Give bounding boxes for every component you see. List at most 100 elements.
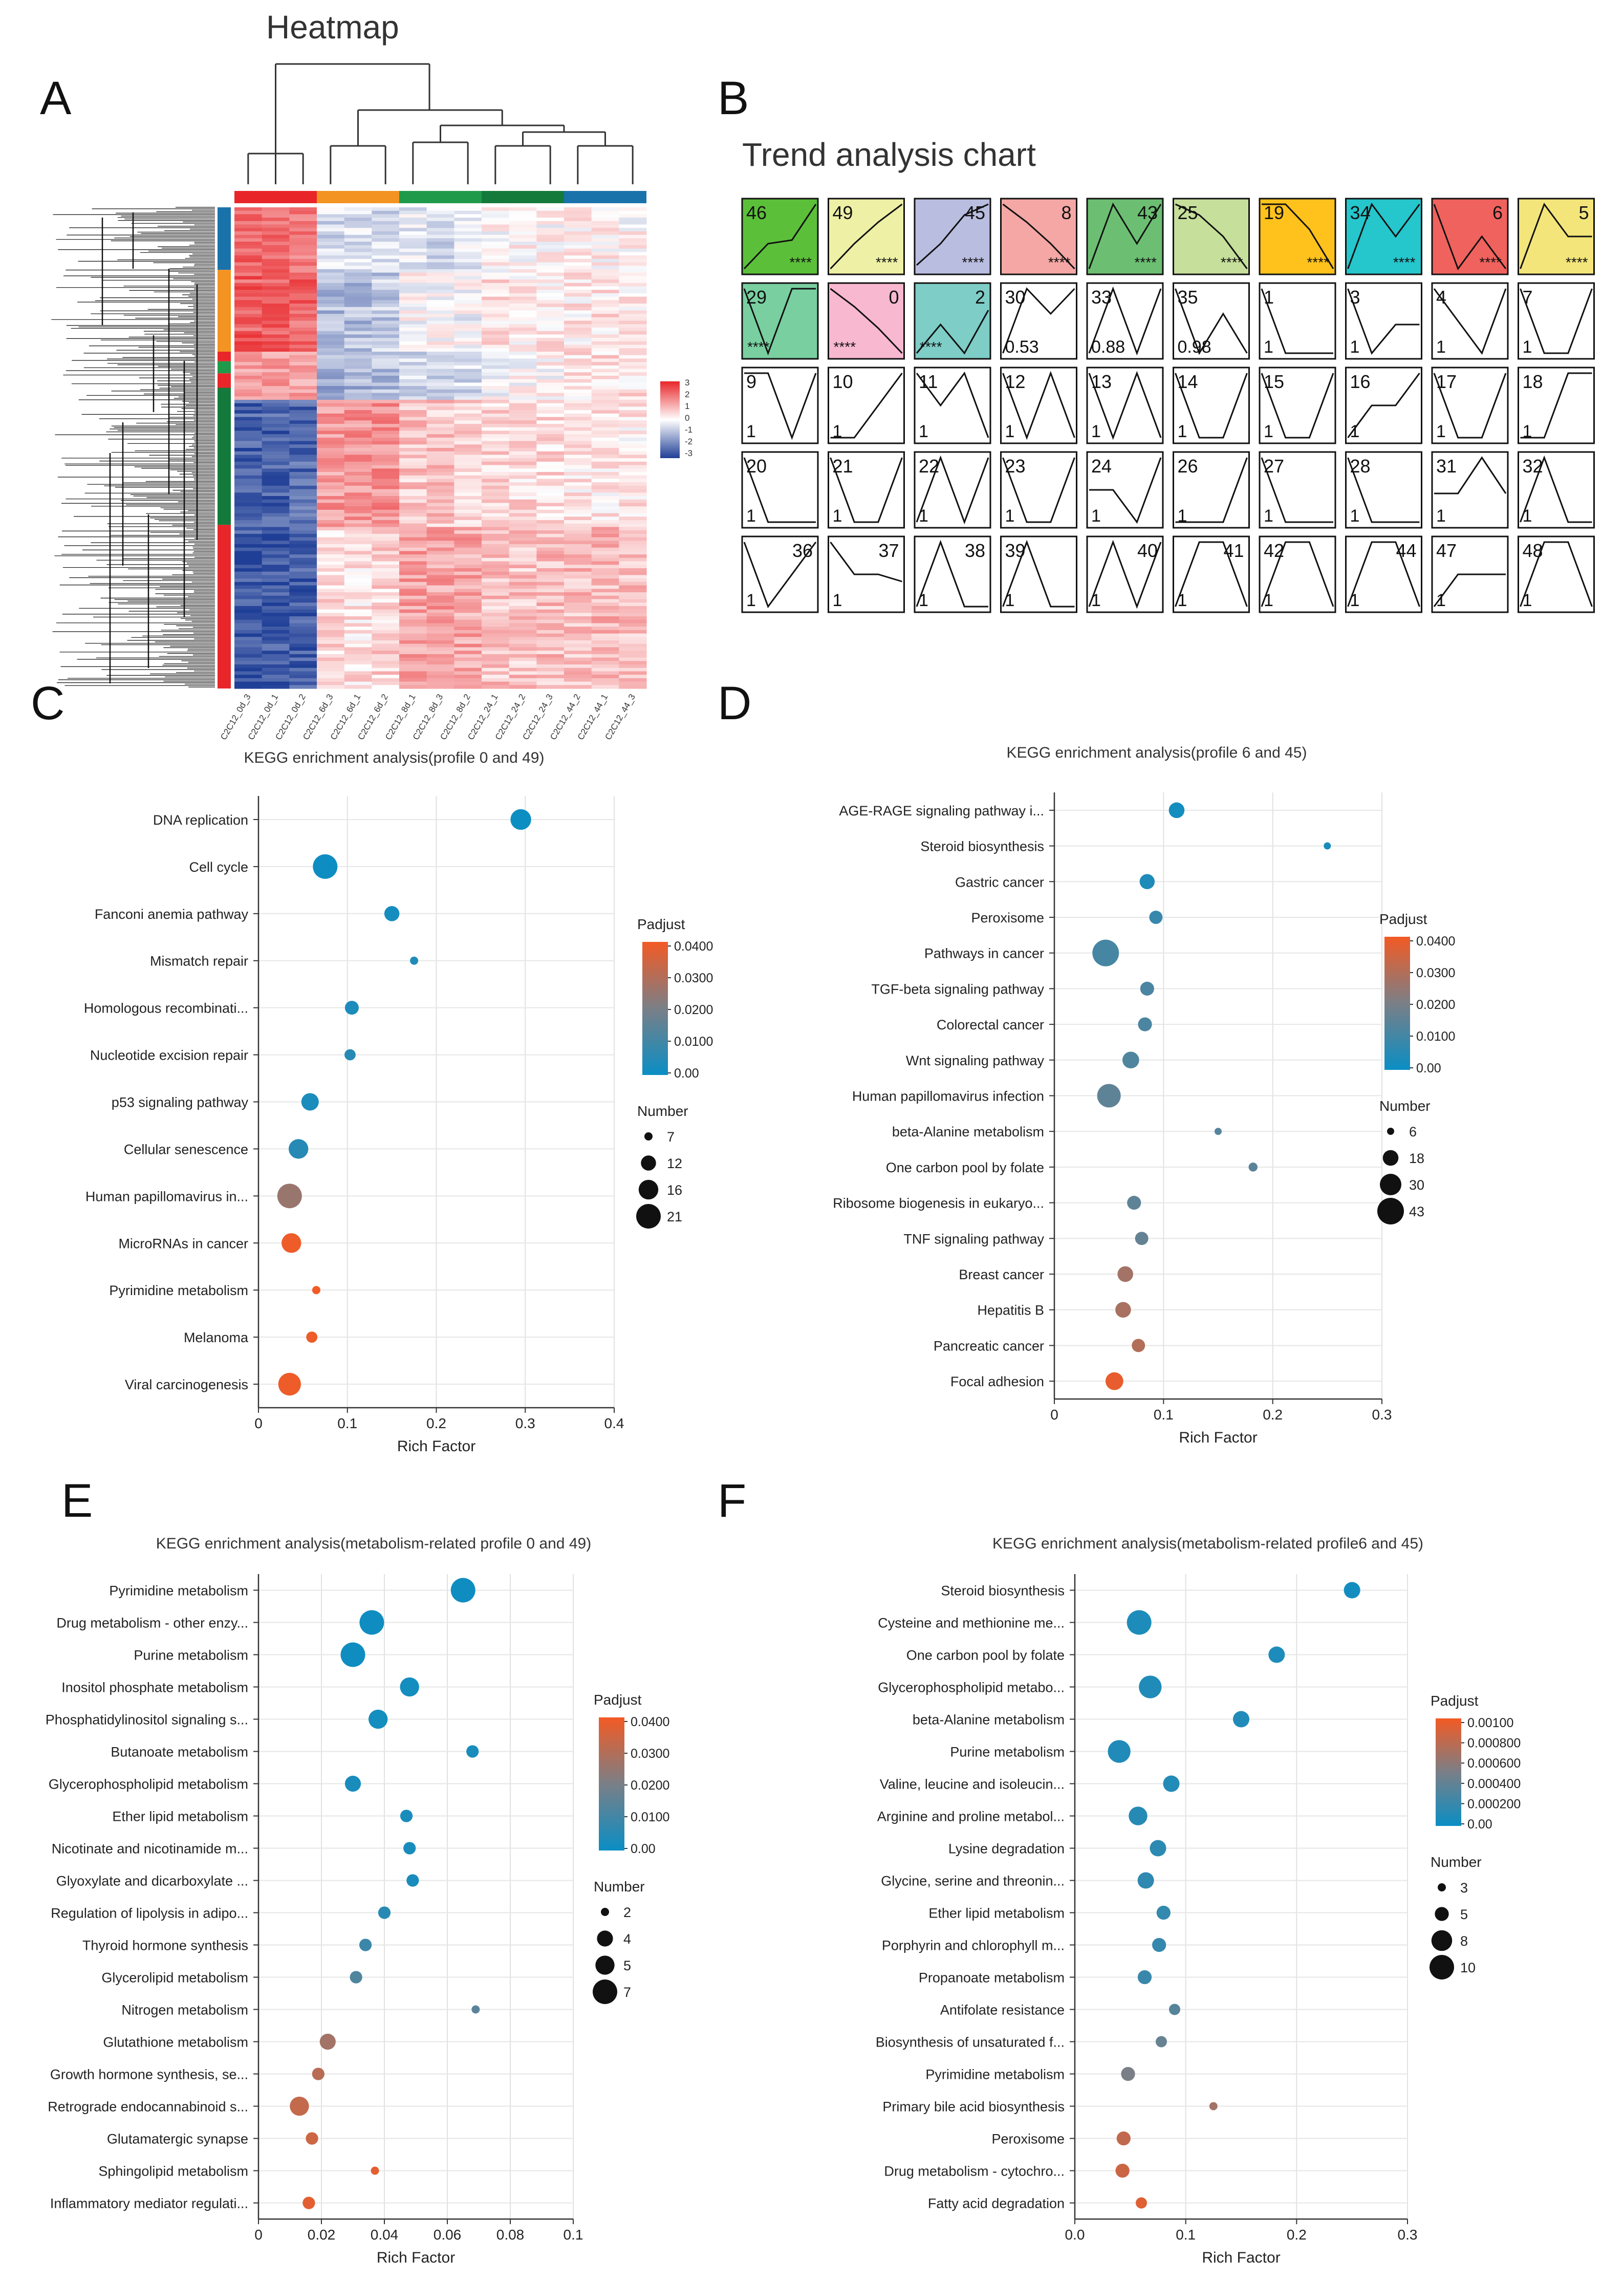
group-bar-3 <box>482 191 564 203</box>
heatmap-cell <box>482 592 510 596</box>
heatmap-cell <box>509 455 537 459</box>
heatmap-cell <box>619 468 647 472</box>
heatmap-cell <box>317 681 345 685</box>
heatmap-cell <box>591 262 619 266</box>
heatmap-cell <box>564 533 592 538</box>
heatmap-cell <box>399 482 427 486</box>
heatmap-cell <box>234 290 263 294</box>
heatmap-cell <box>482 602 510 607</box>
heatmap-cell <box>454 623 482 627</box>
trend-line <box>916 310 989 355</box>
heatmap-cell <box>372 465 400 469</box>
heatmap-cell <box>509 307 537 311</box>
heatmap-cell <box>619 619 647 624</box>
heatmap-cell <box>317 527 345 531</box>
heatmap-cell <box>536 602 565 607</box>
trend-profile-45: 45**** <box>914 198 991 275</box>
trend-line <box>830 457 903 523</box>
heatmap-cell <box>372 245 400 249</box>
trend-profile-1: 11 <box>1259 282 1336 360</box>
heatmap-cell <box>564 554 592 558</box>
heatmap-cell <box>536 424 565 428</box>
heatmap-cell <box>372 272 400 276</box>
heatmap-cell <box>289 437 317 442</box>
heatmap-cell <box>289 369 317 373</box>
heatmap-cell <box>619 506 647 510</box>
heatmap-cell <box>591 472 619 476</box>
heatmap-cell <box>262 420 290 424</box>
heatmap-cell <box>509 296 537 300</box>
heatmap-cell <box>289 210 317 215</box>
heatmap-cell <box>536 296 565 300</box>
heatmap-cell <box>591 661 619 665</box>
heatmap-cell <box>399 661 427 665</box>
heatmap-cell <box>426 640 454 644</box>
heatmap-cell <box>426 296 454 300</box>
heatmap-cell <box>454 657 482 661</box>
heatmap-cell <box>564 623 592 627</box>
heatmap-cell <box>564 616 592 620</box>
heatmap-cell <box>454 396 482 400</box>
heatmap-cell <box>509 320 537 325</box>
color-legend-label: 0.00 <box>1416 1061 1441 1075</box>
heatmap-cell <box>454 602 482 607</box>
heatmap-cell <box>344 341 372 346</box>
trend-id: 35 <box>1178 287 1198 308</box>
column-dendrogram <box>247 63 634 184</box>
heatmap-cell <box>591 269 619 273</box>
heatmap-cell <box>234 221 263 225</box>
heatmap-cell <box>509 489 537 493</box>
heatmap-cell <box>619 541 647 545</box>
heatmap-cell <box>344 242 372 246</box>
heatmap-cell <box>482 647 510 651</box>
heatmap-cell <box>317 307 345 311</box>
heatmap-cell <box>536 609 565 613</box>
heatmap-cell <box>372 214 400 218</box>
heatmap-cell <box>454 647 482 651</box>
heatmap-cell <box>317 228 345 232</box>
heatmap-cell <box>564 547 592 552</box>
heatmap-cell <box>619 441 647 445</box>
heatmap-cell <box>509 458 537 462</box>
heatmap-cell <box>289 290 317 294</box>
term-label: One carbon pool by folate <box>886 1160 1044 1175</box>
trend-pvalue: 0.88 <box>1091 337 1125 357</box>
heatmap-cell <box>344 293 372 297</box>
trend-box <box>1000 282 1077 360</box>
heatmap-cell <box>482 444 510 448</box>
heatmap-cell <box>509 345 537 349</box>
heatmap-cell <box>262 475 290 480</box>
heatmap-cell <box>536 492 565 497</box>
size-legend-title: Number <box>637 1103 688 1119</box>
trend-significance: **** <box>747 339 770 355</box>
trend-id: 23 <box>1005 456 1026 477</box>
heatmap-cell <box>399 647 427 651</box>
heatmap-cell <box>564 599 592 603</box>
trend-pvalue: 1 <box>1350 506 1360 526</box>
heatmap-cell <box>372 300 400 304</box>
heatmap-cell <box>317 595 345 600</box>
heatmap-cell <box>454 242 482 246</box>
heatmap-cell <box>482 571 510 576</box>
heatmap-cell <box>426 675 454 679</box>
color-legend-label: 0.00 <box>674 1066 699 1081</box>
heatmap-cell <box>591 362 619 366</box>
heatmap-cell <box>234 448 263 452</box>
heatmap-cell <box>289 272 317 276</box>
heatmap-cell <box>564 245 592 249</box>
heatmap-cell <box>482 643 510 648</box>
heatmap-cell <box>317 602 345 607</box>
heatmap-cell <box>482 633 510 637</box>
heatmap-cell <box>234 671 263 675</box>
heatmap-cell <box>262 623 290 627</box>
heatmap-cell <box>619 465 647 469</box>
heatmap-cell <box>454 259 482 263</box>
color-legend-label: 0.0300 <box>674 971 713 985</box>
trend-line <box>1261 541 1334 607</box>
color-legend-label: 0.000800 <box>1467 1736 1521 1751</box>
heatmap-cell <box>454 492 482 497</box>
heatmap-cell <box>262 424 290 428</box>
heatmap-cell <box>426 595 454 600</box>
heatmap-cell <box>564 681 592 685</box>
heatmap-cell <box>619 214 647 218</box>
